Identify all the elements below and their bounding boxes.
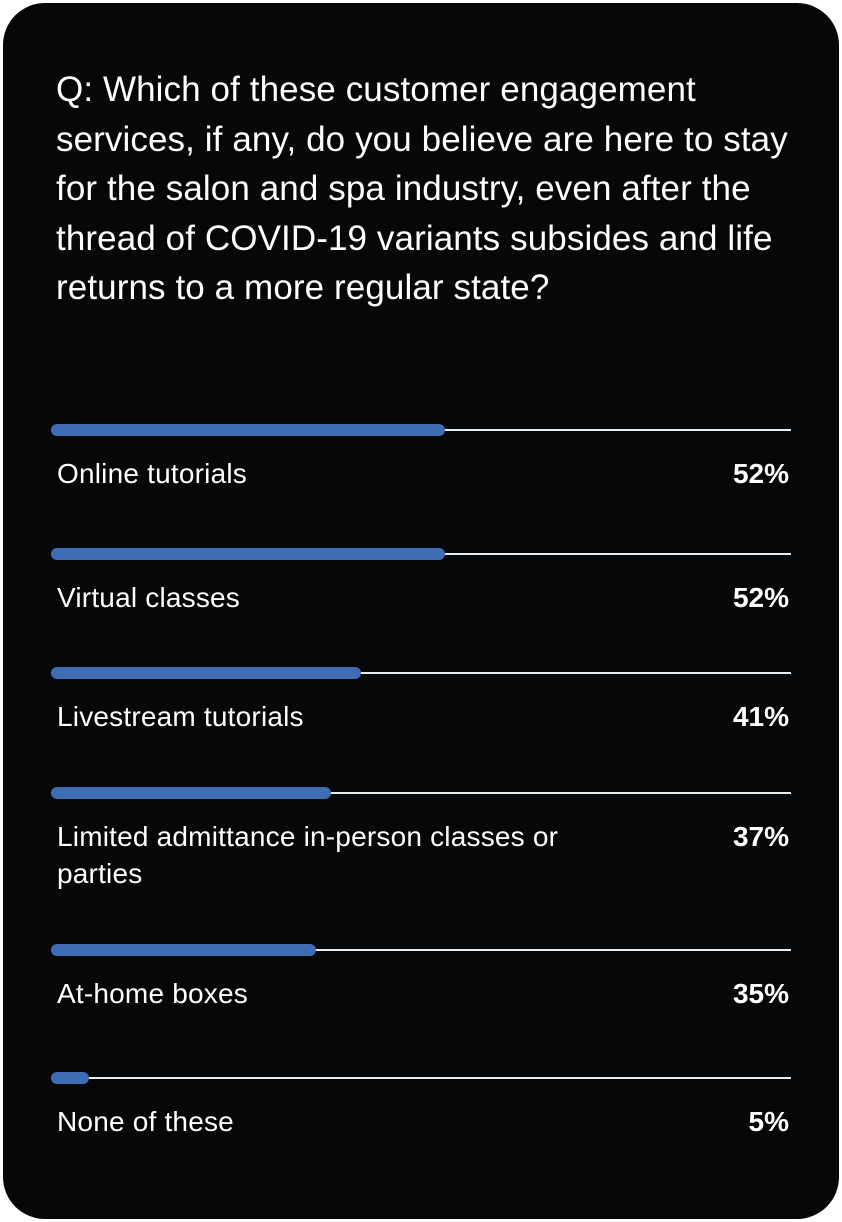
- track-line: [51, 792, 791, 794]
- result-bar: [51, 424, 445, 436]
- result-value: 35%: [732, 978, 789, 1009]
- result-track: [51, 424, 791, 436]
- result-track: [51, 787, 791, 799]
- result-label: Limited admittance in-person classes or …: [57, 821, 559, 889]
- result-value: 41%: [732, 701, 789, 732]
- result-value: 52%: [732, 582, 789, 613]
- results-list: Online tutorials 52% Virtual classes 52% Liv…: [3, 3, 839, 1219]
- result-value: 37%: [732, 821, 789, 852]
- result-bar: [51, 787, 332, 799]
- track-line: [51, 949, 791, 951]
- result-label: Livestream tutorials: [57, 701, 304, 732]
- result-label: At-home boxes: [57, 978, 248, 1009]
- result-value: 5%: [748, 1106, 789, 1137]
- result-bar: [51, 667, 362, 679]
- result-bar: [51, 548, 445, 560]
- track-line: [51, 1077, 791, 1079]
- result-track: [51, 944, 791, 956]
- question-text: Q: Which of these customer engagement se…: [56, 70, 788, 307]
- track-line: [51, 672, 791, 674]
- poll-results-card: Q: Which of these customer engagement se…: [3, 3, 839, 1219]
- result-bar: [51, 944, 316, 956]
- result-label: Virtual classes: [57, 582, 241, 613]
- result-track: [51, 548, 791, 560]
- result-value: 52%: [732, 458, 789, 489]
- result-track: [51, 667, 791, 679]
- result-track: [51, 1072, 791, 1084]
- result-label: None of these: [57, 1106, 234, 1137]
- result-bar: [51, 1072, 89, 1084]
- result-label: Online tutorials: [57, 458, 247, 489]
